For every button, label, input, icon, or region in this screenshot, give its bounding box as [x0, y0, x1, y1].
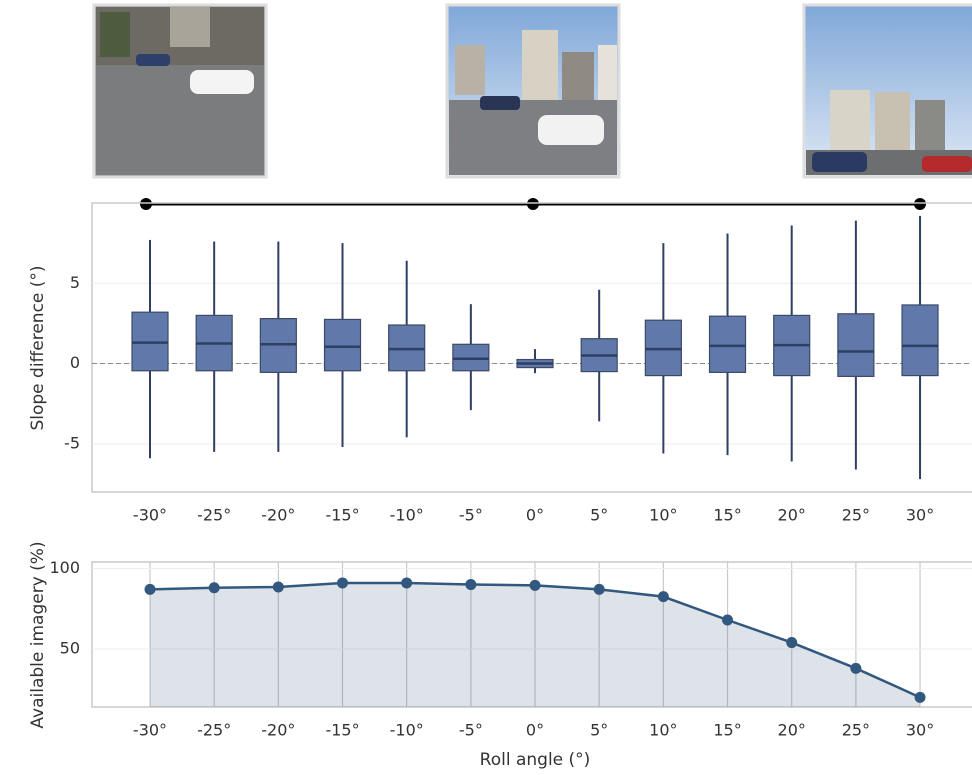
marker: [401, 577, 412, 588]
x-tick-label: 20°: [778, 506, 806, 525]
marker: [145, 584, 156, 595]
x-tick-label: -25°: [197, 506, 231, 525]
marker: [915, 692, 926, 703]
y-tick-label: 100: [49, 558, 80, 577]
marker: [722, 615, 733, 626]
x-tick-label: -10°: [390, 721, 424, 740]
x-tick-label: 15°: [713, 506, 741, 525]
box: [710, 316, 746, 372]
box: [902, 305, 938, 376]
x-tick-label: -5°: [459, 506, 483, 525]
y-tick-label: 50: [60, 639, 80, 658]
x-tick-label: 20°: [778, 721, 806, 740]
x-tick-label: -10°: [390, 506, 424, 525]
x-tick-label: -20°: [261, 506, 295, 525]
marker: [337, 577, 348, 588]
x-tick-label: -30°: [133, 721, 167, 740]
page: {"chart_data": [ {"type": "box", "ylabel…: [0, 0, 972, 775]
y-tick-label: -5: [64, 433, 80, 452]
marker: [273, 581, 284, 592]
thumbnail: [94, 5, 266, 177]
marker: [786, 637, 797, 648]
marker: [530, 580, 541, 591]
x-tick-label: -5°: [459, 721, 483, 740]
x-tick-label: 10°: [649, 506, 677, 525]
x-tick-label: 0°: [526, 721, 544, 740]
x-tick-label: 10°: [649, 721, 677, 740]
figure: Slope difference (°) Available imagery (…: [0, 0, 972, 775]
timeline: [140, 198, 926, 210]
y-tick-label: 5: [70, 273, 80, 292]
area: [150, 583, 920, 707]
x-tick-label: 25°: [842, 721, 870, 740]
x-tick-label: -20°: [261, 721, 295, 740]
x-tick-label: 5°: [590, 506, 608, 525]
x-tick-label: 5°: [590, 721, 608, 740]
x-tick-label: -15°: [325, 506, 359, 525]
x-tick-label: 15°: [713, 721, 741, 740]
marker: [850, 663, 861, 674]
x-tick-label: -15°: [325, 721, 359, 740]
x-tick-label: 30°: [906, 721, 934, 740]
x-tick-label: 25°: [842, 506, 870, 525]
thumbnail: [804, 5, 972, 177]
box: [838, 314, 874, 377]
y-axis-label: Slope difference (°): [28, 265, 48, 430]
x-tick-label: 30°: [906, 506, 934, 525]
x-tick-label: -30°: [133, 506, 167, 525]
x-tick-label: -25°: [197, 721, 231, 740]
y-tick-label: 0: [70, 353, 80, 372]
marker: [209, 582, 220, 593]
x-axis-label: Roll angle (°): [480, 750, 591, 770]
marker: [594, 584, 605, 595]
x-tick-label: 0°: [526, 506, 544, 525]
y-axis-label: Available imagery (%): [28, 541, 48, 728]
box: [325, 319, 361, 370]
thumbnail: [447, 5, 619, 177]
marker: [658, 591, 669, 602]
marker: [465, 579, 476, 590]
